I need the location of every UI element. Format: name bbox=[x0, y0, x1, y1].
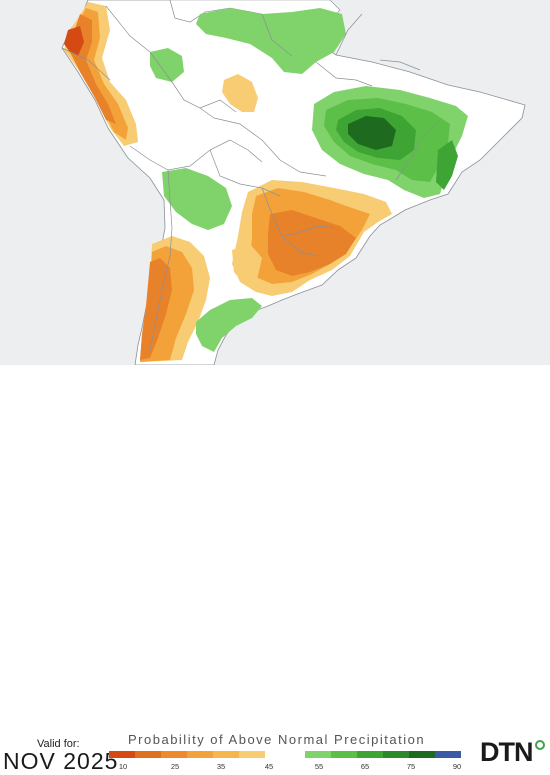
legend-ticks: 10 25 35 45 55 65 75 90 bbox=[119, 762, 461, 771]
legend-swatch bbox=[213, 751, 239, 758]
map-canvas bbox=[0, 0, 550, 366]
legend-swatch bbox=[135, 751, 161, 758]
legend-swatch bbox=[331, 751, 357, 758]
region-green-brazil-darkest bbox=[348, 116, 396, 150]
legend-swatches bbox=[109, 751, 461, 758]
legend-swatch bbox=[409, 751, 435, 758]
brand-name: DTN bbox=[480, 737, 533, 767]
dtn-logo: DTN bbox=[480, 737, 546, 768]
region-orange-south-dark bbox=[268, 210, 356, 276]
region-orange-argentina-center bbox=[232, 244, 262, 284]
legend-swatch bbox=[239, 751, 265, 758]
region-red-ecuador bbox=[64, 26, 84, 56]
footer: Valid for: NOV 2025 Probability of Above… bbox=[0, 365, 550, 774]
legend-swatch bbox=[305, 751, 331, 758]
legend-tick-label: 35 bbox=[217, 762, 225, 771]
legend-swatch bbox=[187, 751, 213, 758]
legend-swatch bbox=[265, 751, 305, 758]
legend-tick-label: 75 bbox=[407, 762, 415, 771]
legend-swatch bbox=[357, 751, 383, 758]
logo-dot-icon bbox=[534, 740, 545, 750]
region-green-patagonia bbox=[196, 298, 262, 352]
region-green-colombia bbox=[150, 48, 184, 82]
legend-swatch bbox=[109, 751, 135, 758]
legend-swatch bbox=[383, 751, 409, 758]
color-legend: 10 25 35 45 55 65 75 90 bbox=[109, 751, 461, 771]
legend-tick-label: 25 bbox=[171, 762, 179, 771]
valid-date: NOV 2025 bbox=[3, 748, 119, 774]
region-green-venezuela bbox=[196, 8, 346, 74]
region-green-bolivia bbox=[162, 168, 232, 230]
legend-tick-label: 90 bbox=[453, 762, 461, 771]
legend-swatch bbox=[161, 751, 187, 758]
country-borders bbox=[61, 5, 441, 351]
region-orange-chile-dark bbox=[140, 258, 172, 360]
region-orange-amazon bbox=[222, 74, 258, 112]
legend-tick-label: 65 bbox=[361, 762, 369, 771]
legend-swatch bbox=[435, 751, 461, 758]
region-green-brazil-coast bbox=[436, 140, 458, 190]
precipitation-map bbox=[0, 0, 550, 366]
legend-tick-label: 10 bbox=[119, 762, 127, 771]
legend-tick-label: 55 bbox=[315, 762, 323, 771]
legend-tick-label: 45 bbox=[265, 762, 273, 771]
map-title: Probability of Above Normal Precipitatio… bbox=[128, 732, 426, 747]
